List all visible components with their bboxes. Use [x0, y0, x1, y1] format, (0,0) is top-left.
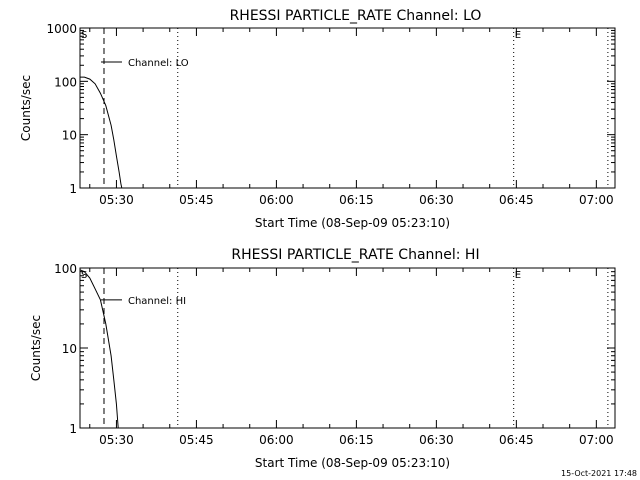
footer-timestamp: 15-Oct-2021 17:48: [561, 469, 637, 478]
x-tick-label: 07:00: [579, 193, 614, 207]
y-tick-label: 10: [62, 342, 77, 356]
annotation-label: Channel: LO: [128, 58, 189, 69]
y-tick-label: 1: [69, 182, 77, 196]
x-tick-label: 06:45: [499, 193, 534, 207]
chart-panel-hi: RHESSI PARTICLE_RATE Channel: HI Start Ti…: [29, 247, 616, 470]
x-tick-label: 06:45: [499, 433, 534, 447]
chart-title: RHESSI PARTICLE_RATE Channel: LO: [230, 8, 482, 24]
x-tick-label: 06:00: [259, 193, 294, 207]
y-tick-label: 1: [69, 422, 77, 436]
annotation-label: Channel: HI: [128, 296, 186, 307]
y-tick-label: 100: [54, 262, 77, 276]
x-axis-label: Start Time (08-Sep-09 05:23:10): [255, 456, 450, 470]
x-tick-label: 06:00: [259, 433, 294, 447]
y-axis-label: Counts/sec: [29, 315, 43, 381]
data-series-line: [79, 269, 119, 429]
plot-frame: [79, 27, 616, 189]
y-tick-label: 10: [62, 129, 77, 143]
x-tick-label: 06:30: [419, 193, 454, 207]
y-tick-label: 1000: [46, 22, 77, 36]
y-axis-label: Counts/sec: [19, 75, 33, 141]
y-tick-label: 100: [54, 75, 77, 89]
x-axis-label: Start Time (08-Sep-09 05:23:10): [255, 216, 450, 230]
time-marker-label: S: [81, 30, 87, 41]
x-tick-label: 07:00: [579, 433, 614, 447]
time-marker-label: E: [515, 30, 521, 41]
x-tick-label: 05:30: [99, 193, 134, 207]
x-tick-label: 05:45: [179, 433, 214, 447]
chart-title: RHESSI PARTICLE_RATE Channel: HI: [231, 247, 479, 263]
x-tick-label: 06:15: [339, 193, 374, 207]
x-tick-label: 06:15: [339, 433, 374, 447]
x-tick-label: 05:45: [179, 193, 214, 207]
time-marker-label: E: [515, 270, 521, 281]
x-tick-label: 05:30: [99, 433, 134, 447]
plot-frame: [79, 267, 616, 429]
time-marker-label: S: [81, 270, 87, 281]
chart-panel-lo: RHESSI PARTICLE_RATE Channel: LO Start Ti…: [19, 8, 616, 230]
data-series-line: [80, 76, 123, 189]
x-tick-label: 06:30: [419, 433, 454, 447]
